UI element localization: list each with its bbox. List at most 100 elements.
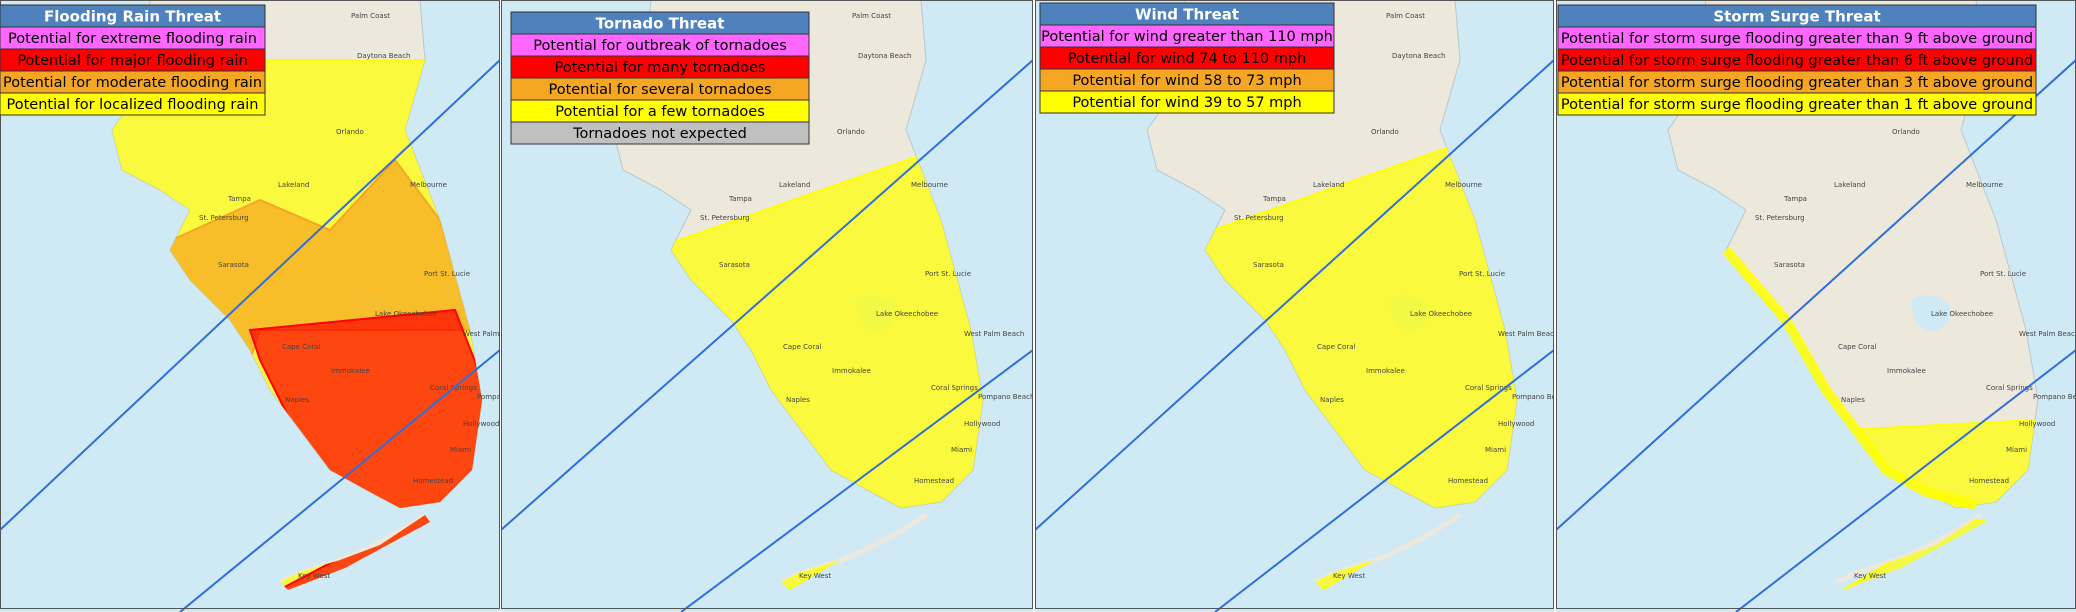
- map-label: Port St. Lucie: [424, 270, 470, 278]
- map-label: Sarasota: [1253, 261, 1284, 269]
- map-label: Naples: [1320, 396, 1344, 404]
- map-label: Naples: [1841, 396, 1865, 404]
- map-label: Miami: [951, 446, 972, 454]
- map-label: Pompano Beach: [2033, 393, 2076, 401]
- map-label: West Palm Beach: [1498, 330, 1554, 338]
- map-label: Daytona Beach: [858, 52, 911, 60]
- map-label: Orlando: [837, 128, 865, 136]
- legend-title: Wind Threat: [1135, 6, 1239, 24]
- storm-track: [501, 59, 1033, 531]
- map-label: Tampa: [1262, 195, 1286, 203]
- legend-swatch: [1557, 92, 2037, 116]
- legend-label: Potential for storm surge flooding great…: [1561, 75, 2033, 91]
- map-label: Lakeland: [779, 181, 810, 189]
- legend-label: Potential for several tornadoes: [548, 82, 771, 98]
- map-label: Lake Okeechobee: [1410, 310, 1472, 318]
- map-label: Miami: [450, 446, 471, 454]
- panel-border: [501, 0, 1033, 609]
- legend-label: Potential for extreme flooding rain: [8, 31, 257, 47]
- storm-track: [680, 349, 1033, 612]
- map-label: Lakeland: [1313, 181, 1344, 189]
- map-label: Cape Coral: [1317, 343, 1355, 351]
- storm-track: [179, 349, 500, 612]
- map-label: St. Petersburg: [1234, 214, 1284, 222]
- legend-label: Tornadoes not expected: [572, 126, 747, 142]
- legend-label: Potential for moderate flooding rain: [3, 75, 262, 91]
- legend-label: Potential for storm surge flooding great…: [1561, 31, 2033, 47]
- map-label: Palm Coast: [351, 12, 390, 20]
- panel-border: [0, 0, 500, 609]
- legend-title: Flooding Rain Threat: [44, 8, 221, 26]
- map-label: St. Petersburg: [700, 214, 750, 222]
- map-label: Orlando: [1371, 128, 1399, 136]
- legend-label: Potential for major flooding rain: [17, 53, 247, 69]
- map-label: Immokalee: [1887, 367, 1926, 375]
- legend-label: Potential for outbreak of tornadoes: [533, 38, 787, 54]
- panel-border: [1035, 0, 1554, 609]
- map-label: Pompano Beach: [477, 393, 500, 401]
- legend-label: Potential for storm surge flooding great…: [1561, 53, 2033, 69]
- map-label: Hollywood: [964, 420, 1000, 428]
- map-label: Naples: [285, 396, 309, 404]
- legend-label: Potential for a few tornadoes: [555, 104, 765, 120]
- map-label: Hollywood: [463, 420, 499, 428]
- map-label: Key West: [298, 572, 330, 580]
- map-label: Immokalee: [1366, 367, 1405, 375]
- map-label: Melbourne: [1445, 181, 1482, 189]
- map-label: Cape Coral: [783, 343, 821, 351]
- map-label: Lake Okeechobee: [1931, 310, 1993, 318]
- map-label: Miami: [2006, 446, 2027, 454]
- map-label: Palm Coast: [852, 12, 891, 20]
- map-label: Tampa: [1783, 195, 1807, 203]
- legend-label: Potential for wind 39 to 57 mph: [1072, 95, 1301, 111]
- map-label: West Palm Beach: [463, 330, 500, 338]
- map-label: Melbourne: [1966, 181, 2003, 189]
- map-label: Homestead: [1969, 477, 2009, 485]
- map-label: Coral Springs: [1986, 384, 2033, 392]
- map-label: Melbourne: [410, 181, 447, 189]
- map-label: Hollywood: [1498, 420, 1534, 428]
- map-label: Sarasota: [1774, 261, 1805, 269]
- map-label: Orlando: [336, 128, 364, 136]
- storm-track: [1035, 59, 1554, 531]
- map-label: Tampa: [728, 195, 752, 203]
- map-label: Pompano Beach: [978, 393, 1033, 401]
- legend-label: Potential for many tornadoes: [555, 60, 766, 76]
- map-label: Port St. Lucie: [925, 270, 971, 278]
- map-label: Lake Okeechobee: [375, 310, 437, 318]
- lake: [1911, 295, 1951, 332]
- legend-label: Potential for storm surge flooding great…: [1561, 97, 2033, 113]
- storm-track: [1214, 349, 1554, 612]
- storm-track: [1735, 349, 2076, 612]
- map-label: St. Petersburg: [199, 214, 249, 222]
- map-label: Pompano Beach: [1512, 393, 1554, 401]
- legend-swatch: [1039, 90, 1335, 114]
- map-label: St. Petersburg: [1755, 214, 1805, 222]
- map-label: Naples: [786, 396, 810, 404]
- map-label: Sarasota: [218, 261, 249, 269]
- map-label: West Palm Beach: [964, 330, 1024, 338]
- map-label: Hollywood: [2019, 420, 2055, 428]
- map-label: Homestead: [1448, 477, 1488, 485]
- map-label: Cape Coral: [1838, 343, 1876, 351]
- storm-track: [1556, 59, 2076, 531]
- map-label: Cape Coral: [282, 343, 320, 351]
- map-label: Lakeland: [278, 181, 309, 189]
- map-label: Daytona Beach: [1392, 52, 1445, 60]
- map-label: Key West: [799, 572, 831, 580]
- map-label: Orlando: [1892, 128, 1920, 136]
- legend-label: Potential for wind 74 to 110 mph: [1068, 51, 1307, 67]
- map-label: Coral Springs: [931, 384, 978, 392]
- legend-title: Tornado Threat: [596, 15, 725, 33]
- storm-track: [0, 59, 500, 531]
- map-label: Port St. Lucie: [1980, 270, 2026, 278]
- map-label: Lake Okeechobee: [876, 310, 938, 318]
- map-label: Immokalee: [331, 367, 370, 375]
- map-label: Homestead: [914, 477, 954, 485]
- map-label: Immokalee: [832, 367, 871, 375]
